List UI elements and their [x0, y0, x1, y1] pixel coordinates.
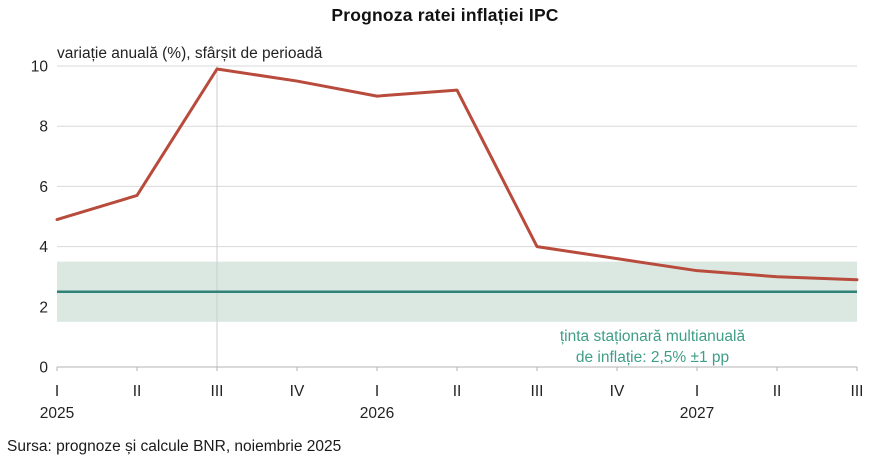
x-axis-year-label: 2025: [40, 405, 74, 422]
y-axis-tick-label: 10: [31, 59, 49, 76]
chart-subtitle: variație anuală (%), sfârșit de perioadă: [57, 45, 323, 62]
chart-title: Prognoza ratei inflației IPC: [331, 5, 559, 25]
y-axis-tick-label: 0: [39, 360, 48, 377]
x-axis-tick-label: II: [133, 383, 142, 400]
source-note: Sursa: prognoze și calcule BNR, noiembri…: [7, 438, 342, 455]
y-axis-tick-label: 4: [39, 239, 48, 256]
x-axis-tick-label: II: [773, 383, 782, 400]
x-axis-tick-label: III: [851, 383, 864, 400]
x-axis-tick-label: I: [375, 383, 379, 400]
inflation-target-annotation: ținta staționară multianuală de inflație…: [455, 327, 850, 368]
x-axis-tick-label: IV: [290, 383, 305, 400]
x-axis-year-label: 2026: [360, 405, 394, 422]
x-axis-tick-label: IV: [610, 383, 625, 400]
annotation-line-1: ținta staționară multianuală: [559, 328, 746, 345]
inflation-forecast-line: [55, 67, 859, 282]
x-axis-tick-label: I: [55, 383, 59, 400]
x-axis-tick-label: II: [453, 383, 462, 400]
y-axis-tick-label: 6: [39, 179, 48, 196]
y-axis-tick-label: 2: [39, 299, 48, 316]
x-axis-tick-label: I: [695, 383, 699, 400]
x-axis-tick-label: III: [531, 383, 544, 400]
y-axis-tick-label: 8: [39, 119, 48, 136]
x-axis-tick-label: III: [211, 383, 224, 400]
x-axis-year-label: 2027: [680, 405, 714, 422]
annotation-line-2: de inflație: 2,5% ±1 pp: [575, 348, 730, 366]
